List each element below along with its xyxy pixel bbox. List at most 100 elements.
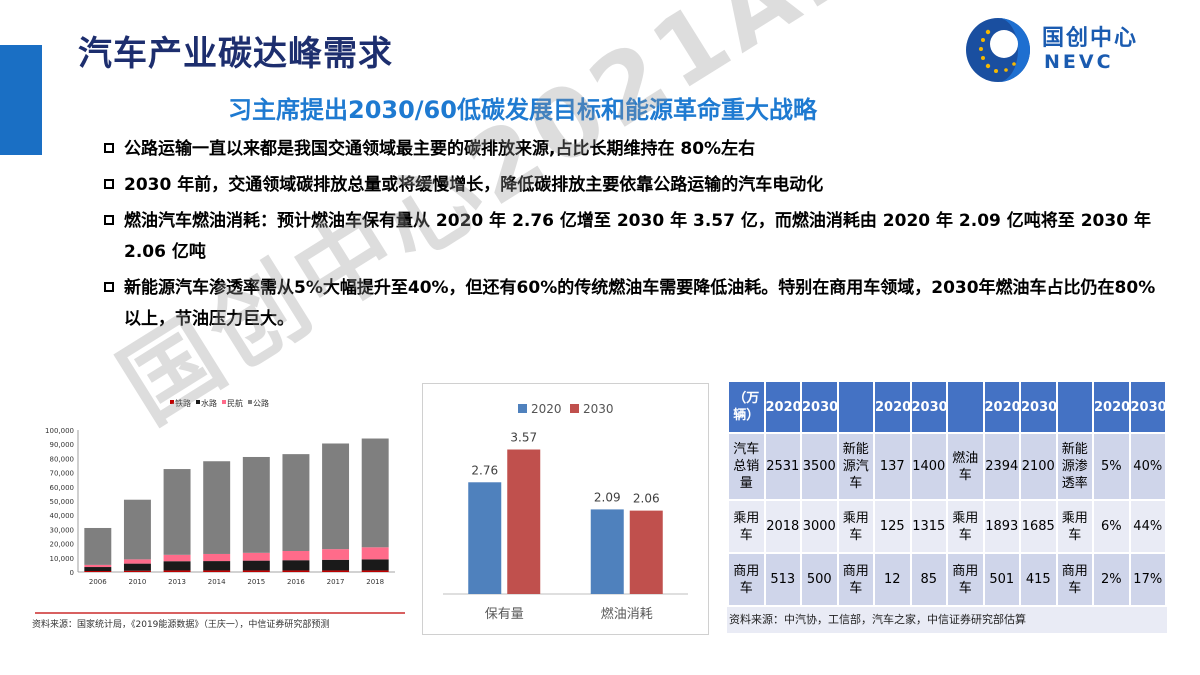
bar-segment: [163, 570, 191, 572]
bar-segment: [322, 570, 350, 572]
bar-segment: [282, 454, 310, 551]
table-cell: 2%: [1092, 552, 1131, 607]
table-header-cell: 2020: [873, 380, 912, 434]
x-tick-label: 2016: [287, 578, 305, 586]
data-label: 2.09: [594, 490, 621, 504]
table-cell: 17%: [1128, 552, 1167, 607]
bullet-text: 公路运输一直以来都是我国交通领域最主要的碳排放来源,占比长期维持在 80%左右: [124, 139, 756, 159]
table-cell: 6%: [1092, 499, 1131, 554]
x-tick-label: 2017: [327, 578, 345, 586]
y-tick-label: 100,000: [45, 427, 74, 435]
bar-segment: [282, 570, 310, 572]
table-source: 资料来源：中汽协，工信部，汽车之家，中信证券研究部估算: [727, 607, 1167, 633]
bar: [507, 449, 541, 594]
bar-segment: [84, 564, 112, 568]
x-tick-label: 2006: [89, 578, 107, 586]
checkbox-square-icon: [104, 143, 114, 153]
table-cell: 3000: [800, 499, 839, 554]
stacked-bar-chart: 铁路 水路 民航 公路 0 10,000 20,000 30,000 40,000 50,000 6…: [35, 398, 405, 614]
x-tick-label: 2015: [247, 578, 265, 586]
data-label: 3.57: [510, 431, 537, 445]
bar: [468, 482, 502, 594]
bar-segment: [203, 461, 231, 554]
table-cell: 44%: [1128, 499, 1167, 554]
checkbox-square-icon: [104, 282, 114, 292]
y-tick-label: 40,000: [50, 512, 75, 520]
y-tick-label: 10,000: [50, 555, 75, 563]
bar: [629, 510, 663, 594]
fuel-vehicle-chart: 2020 2030 2.76 3.57 保有量 2.09 2.06 燃油消耗: [422, 383, 709, 635]
table-row: 汽车总销量 2531 3500 新能源汽车 137 1400 燃油车 2394 2100 新能源渗…: [727, 432, 1167, 501]
x-tick-label: 2013: [168, 578, 186, 586]
legend-swatch: [248, 400, 252, 404]
table-cell: 2100: [1019, 432, 1058, 501]
legend-swatch: [518, 404, 527, 413]
table-cell: 5%: [1092, 432, 1131, 501]
legend-swatch: [222, 400, 226, 404]
bar-segment: [242, 552, 270, 561]
table-cell: 1685: [1019, 499, 1058, 554]
y-tick-label: 60,000: [50, 484, 75, 492]
table-cell: 3500: [800, 432, 839, 501]
bullet-text: 燃油汽车燃油消耗：预计燃油车保有量从 2020 年 2.76 亿增至 2030 …: [124, 211, 1151, 262]
bar-segment: [361, 438, 389, 548]
logo-cn-text: 国创中心: [1042, 26, 1139, 51]
title-accent-bar: [0, 45, 42, 155]
bar-segment: [322, 443, 350, 550]
table-cell: 2394: [982, 432, 1021, 501]
table-header-cell: 2020: [982, 380, 1021, 434]
bar-segment: [84, 571, 112, 572]
bar-segment: [123, 499, 151, 560]
y-tick-label: 70,000: [50, 470, 75, 478]
bar: [590, 509, 624, 594]
y-tick-label: 0: [70, 569, 74, 577]
table-header-cell: 2030: [909, 380, 948, 434]
subtitle: 习主席提出2030/60低碳发展目标和能源革命重大战略: [228, 96, 817, 124]
table-cell: 乘用车: [946, 499, 985, 554]
bullet-item: 公路运输一直以来都是我国交通领域最主要的碳排放来源,占比长期维持在 80%左右: [104, 134, 1164, 165]
table-cell: 乘用车: [1055, 499, 1094, 554]
bar-segment: [84, 527, 112, 565]
table-header-cell: （万辆）: [727, 380, 766, 434]
x-tick-label: 2010: [129, 578, 147, 586]
bullet-item: 新能源汽车渗透率需从5%大幅提升至40%，但还有60%的传统燃油车需要降低油耗。…: [104, 273, 1164, 335]
table-cell: 新能源渗透率: [1055, 432, 1094, 501]
table-header-cell: 2030: [1019, 380, 1058, 434]
checkbox-square-icon: [104, 215, 114, 225]
y-tick-label: 80,000: [50, 455, 75, 463]
table-cell: 商用车: [946, 552, 985, 607]
table-cell: 商用车: [1055, 552, 1094, 607]
table-cell: 500: [800, 552, 839, 607]
y-tick-label: 90,000: [50, 441, 75, 449]
table-cell: 501: [982, 552, 1021, 607]
table-cell: 125: [873, 499, 912, 554]
table-header-cell: 2030: [1128, 380, 1167, 434]
table-cell: 乘用车: [727, 499, 766, 554]
table-cell: 12: [873, 552, 912, 607]
bullet-text: 2030 年前，交通领域碳排放总量或将缓慢增长，降低碳排放主要依靠公路运输的汽车…: [124, 175, 824, 195]
table-row: 乘用车 2018 3000 乘用车 125 1315 乘用车 1893 1685 乘用车 6% 44%: [727, 499, 1167, 554]
bar-segment: [361, 547, 389, 560]
bar-segment: [242, 456, 270, 553]
bar-segment: [84, 567, 112, 572]
table-cell: 1400: [909, 432, 948, 501]
table-cell: 商用车: [727, 552, 766, 607]
table-cell: 2018: [763, 499, 802, 554]
table-cell: 新能源汽车: [836, 432, 875, 501]
y-tick-label: 50,000: [50, 498, 75, 506]
table-cell: 燃油车: [946, 432, 985, 501]
data-label: 2.06: [633, 492, 660, 506]
table-header-row: （万辆） 2020 2030 2020 2030 2020 2030 2020 2030: [727, 380, 1167, 434]
table-header-cell: [946, 380, 985, 434]
legend-swatch: [196, 400, 200, 404]
y-tick-label: 30,000: [50, 526, 75, 534]
legend-label: 2030: [583, 402, 614, 416]
bar-segment: [203, 561, 231, 571]
bar-segment: [203, 553, 231, 562]
bar-segment: [123, 563, 151, 571]
bar-segment: [242, 570, 270, 572]
table-cell: 137: [873, 432, 912, 501]
x-category-label: 保有量: [485, 607, 524, 622]
table-header-cell: [836, 380, 875, 434]
table-row: 商用车 513 500 商用车 12 85 商用车 501 415 商用车 2% 17%: [727, 552, 1167, 607]
